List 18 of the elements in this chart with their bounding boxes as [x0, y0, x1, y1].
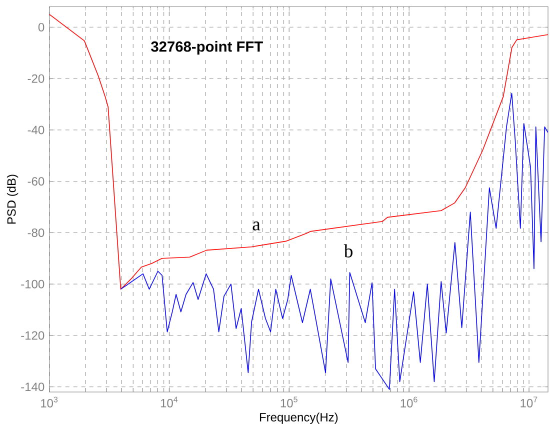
y-tick-label: 0 — [38, 22, 44, 32]
annotation: 32768-point FFT — [151, 41, 263, 55]
y-tick-label: -20 — [28, 74, 44, 83]
y-tick-label: -40 — [28, 126, 44, 134]
annotation: a — [252, 222, 260, 230]
x-axis-title: Frequency(Hz) — [260, 412, 338, 424]
y-tick-label: -80 — [28, 228, 44, 237]
y-tick-label: -120 — [21, 331, 44, 340]
x-tick-label: 10$^{6}$ — [400, 396, 418, 408]
y-tick-label: -140 — [21, 382, 44, 392]
x-tick-label: 10$^{7}$ — [520, 396, 538, 408]
annotation: b — [344, 244, 352, 258]
y-tick-label: -60 — [28, 177, 44, 186]
x-tick-label: 10$^{3}$ — [41, 396, 58, 408]
y-tick-label: -100 — [21, 280, 44, 288]
x-tick-label: 10$^{5}$ — [280, 396, 298, 408]
y-axis-title: PSD (dB) — [6, 174, 18, 224]
x-tick-label: 10$^{4}$ — [160, 396, 178, 408]
